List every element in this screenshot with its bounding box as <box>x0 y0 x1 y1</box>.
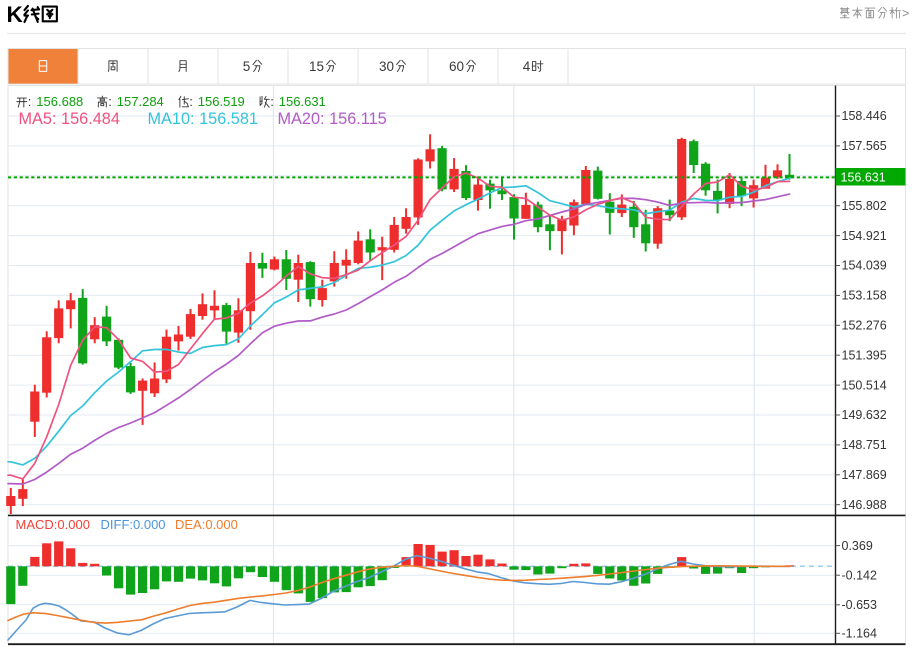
svg-text:156.688: 156.688 <box>36 94 83 109</box>
svg-text:154.921: 154.921 <box>842 229 887 243</box>
svg-text:5: 5 <box>243 59 251 74</box>
svg-text:-1.164: -1.164 <box>842 627 877 641</box>
svg-text:MA5: 156.484: MA5: 156.484 <box>19 110 120 128</box>
svg-text:MA20: 156.115: MA20: 156.115 <box>278 110 387 128</box>
svg-text::: : <box>108 94 112 109</box>
svg-text:147.869: 147.869 <box>842 468 887 482</box>
svg-text::: : <box>189 94 193 109</box>
svg-text:DEA:0.000: DEA:0.000 <box>175 517 238 532</box>
svg-text:146.988: 146.988 <box>842 498 887 512</box>
svg-text:MA10: 156.581: MA10: 156.581 <box>148 110 258 128</box>
svg-text:-0.653: -0.653 <box>842 598 877 612</box>
svg-text:>: > <box>902 7 909 21</box>
svg-text:157.284: 157.284 <box>117 94 164 109</box>
svg-text:155.802: 155.802 <box>842 199 887 213</box>
svg-text:157.565: 157.565 <box>842 139 887 153</box>
svg-text:30: 30 <box>379 59 394 74</box>
svg-text:156.631: 156.631 <box>841 170 886 184</box>
svg-text:-0.142: -0.142 <box>842 568 877 582</box>
svg-text:0.369: 0.369 <box>842 539 873 553</box>
svg-text:154.039: 154.039 <box>842 259 887 273</box>
svg-text:MACD:0.000: MACD:0.000 <box>16 517 90 532</box>
svg-text::: : <box>270 94 274 109</box>
svg-text:152.276: 152.276 <box>842 319 887 333</box>
svg-text:15: 15 <box>309 59 324 74</box>
svg-text:150.514: 150.514 <box>842 378 887 392</box>
svg-text:DIFF:0.000: DIFF:0.000 <box>101 517 166 532</box>
svg-text:148.751: 148.751 <box>842 438 887 452</box>
svg-text:156.631: 156.631 <box>279 94 326 109</box>
svg-text:4: 4 <box>523 59 531 74</box>
svg-text:158.446: 158.446 <box>842 109 887 123</box>
svg-text:156.519: 156.519 <box>198 94 245 109</box>
svg-text:151.395: 151.395 <box>842 348 887 362</box>
svg-text:K: K <box>7 2 24 27</box>
svg-text:149.632: 149.632 <box>842 408 887 422</box>
svg-text:60: 60 <box>449 59 464 74</box>
svg-text::: : <box>28 94 32 109</box>
svg-text:153.158: 153.158 <box>842 289 887 303</box>
